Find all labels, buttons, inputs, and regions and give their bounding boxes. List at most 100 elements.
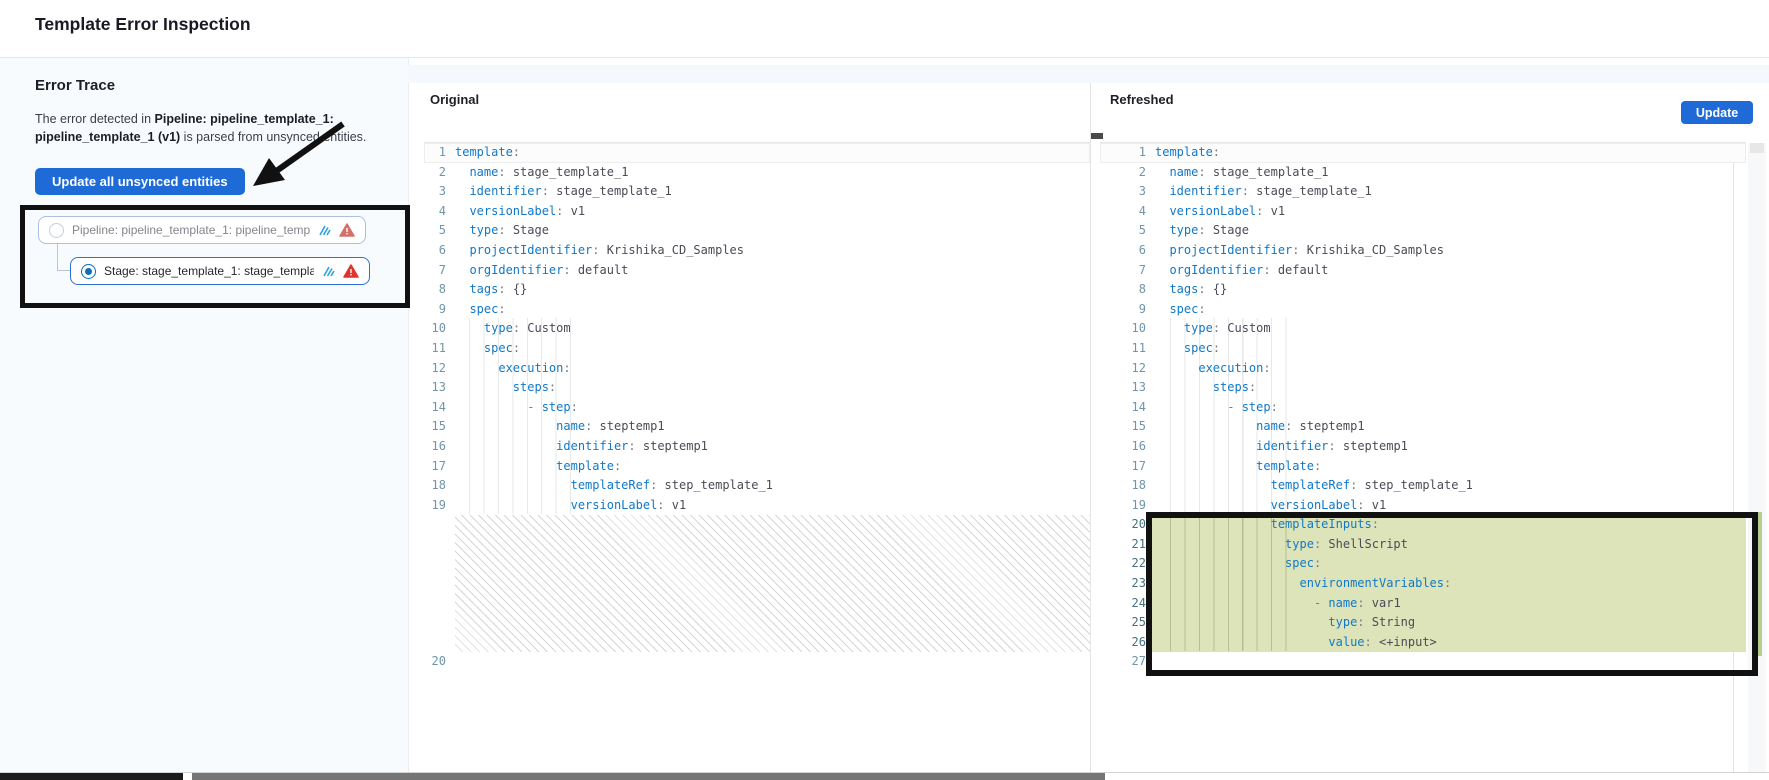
code-text: steps: bbox=[1212, 380, 1257, 395]
code-text bbox=[446, 652, 1090, 672]
code-line: 13 steps: bbox=[1100, 378, 1746, 398]
code-text: orgIdentifier: default bbox=[1169, 262, 1329, 277]
code-line: 19 versionLabel: v1 bbox=[424, 496, 1090, 516]
code-line: 1 template: bbox=[1100, 143, 1746, 163]
code-line: 9 spec: bbox=[1100, 300, 1746, 320]
code-text: name: steptemp1 bbox=[1256, 419, 1365, 434]
indent-guides bbox=[469, 318, 573, 514]
code-text: - step: bbox=[1227, 399, 1278, 414]
code-line: 16 identifier: steptemp1 bbox=[424, 437, 1090, 457]
code-text: name: steptemp1 bbox=[556, 419, 665, 434]
indent-guides bbox=[1170, 514, 1288, 651]
code-line: 15 name: steptemp1 bbox=[1100, 417, 1746, 437]
code-line: 2 name: stage_template_1 bbox=[424, 163, 1090, 183]
code-line: 16 identifier: steptemp1 bbox=[1100, 437, 1746, 457]
error-message: The error detected in Pipeline: pipeline… bbox=[35, 110, 383, 146]
code-text: name: stage_template_1 bbox=[469, 164, 629, 179]
code-text: type: String bbox=[1146, 613, 1746, 633]
line-number: 26 bbox=[1131, 634, 1146, 649]
tree-item-pipeline[interactable]: Pipeline: pipeline_template_1: pipeline_… bbox=[38, 216, 366, 244]
line-number: 14 bbox=[431, 399, 446, 414]
line-number: 12 bbox=[431, 360, 446, 375]
line-number: 3 bbox=[438, 184, 446, 199]
code-text: projectIdentifier: Krishika_CD_Samples bbox=[469, 242, 745, 257]
line-number: 20 bbox=[431, 654, 446, 669]
panel-divider bbox=[1090, 83, 1091, 773]
line-number: 3 bbox=[1138, 184, 1146, 199]
line-number: 16 bbox=[431, 438, 446, 453]
code-line: 10 type: Custom bbox=[1100, 319, 1746, 339]
line-number: 17 bbox=[1131, 458, 1146, 473]
code-line: 20 bbox=[424, 652, 1090, 672]
page-title: Template Error Inspection bbox=[35, 14, 251, 34]
line-number: 4 bbox=[438, 203, 446, 218]
code-line: 10 type: Custom bbox=[424, 319, 1090, 339]
code-text: steps: bbox=[512, 380, 557, 395]
horizontal-scrollbar[interactable] bbox=[192, 773, 1105, 780]
update-button[interactable]: Update bbox=[1681, 101, 1753, 124]
code-line: 12 execution: bbox=[1100, 359, 1746, 379]
code-line: 26 value: <+input> bbox=[1100, 632, 1746, 653]
code-line: 2 name: stage_template_1 bbox=[1100, 163, 1746, 183]
line-number: 11 bbox=[431, 340, 446, 355]
tree-item-label: Stage: stage_template_1: stage_templat..… bbox=[104, 264, 314, 278]
code-line: 6 projectIdentifier: Krishika_CD_Samples bbox=[1100, 241, 1746, 261]
line-number: 22 bbox=[1131, 556, 1146, 571]
refreshed-overview-ruler[interactable] bbox=[1748, 143, 1766, 772]
code-line: 5 type: Stage bbox=[1100, 221, 1746, 241]
line-number: 25 bbox=[1131, 615, 1146, 630]
code-line: 15 name: steptemp1 bbox=[424, 417, 1090, 437]
code-text: orgIdentifier: default bbox=[469, 262, 629, 277]
code-line: 17 template: bbox=[424, 457, 1090, 477]
original-code-editor[interactable]: 1 template: 2 name: stage_template_1 3 iden… bbox=[424, 142, 1090, 672]
line-number: 13 bbox=[431, 380, 446, 395]
error-message-suffix: is parsed from unsynced entities. bbox=[180, 130, 367, 144]
error-message-prefix: The error detected in bbox=[35, 112, 155, 126]
tree-connector bbox=[57, 270, 71, 271]
line-number: 14 bbox=[1131, 399, 1146, 414]
refreshed-editor-border bbox=[1733, 143, 1734, 772]
code-line: 21 type: ShellScript bbox=[1100, 534, 1746, 555]
line-number: 9 bbox=[438, 301, 446, 316]
tree-item-label: Pipeline: pipeline_template_1: pipeline_… bbox=[72, 223, 310, 237]
tree-item-stage[interactable]: Stage: stage_template_1: stage_templat..… bbox=[70, 257, 370, 285]
code-line: 23 environmentVariables: bbox=[1100, 574, 1746, 594]
header-divider bbox=[0, 57, 1769, 58]
code-line: 13 steps: bbox=[424, 378, 1090, 398]
code-line: 4 versionLabel: v1 bbox=[424, 202, 1090, 222]
code-line: 27 bbox=[1100, 652, 1746, 672]
code-text: templateRef: step_template_1 bbox=[1270, 478, 1473, 493]
code-text: template: bbox=[1256, 458, 1322, 473]
code-text: type: ShellScript bbox=[1146, 534, 1746, 555]
line-number: 15 bbox=[431, 419, 446, 434]
update-all-unsynced-entities-button[interactable]: Update all unsynced entities bbox=[35, 168, 245, 195]
code-text: versionLabel: v1 bbox=[1270, 497, 1387, 512]
warning-triangle-icon bbox=[343, 264, 359, 278]
code-line: 24 - name: var1 bbox=[1100, 593, 1746, 614]
radio-selected-icon[interactable] bbox=[81, 263, 96, 279]
code-text: execution: bbox=[1198, 360, 1271, 375]
line-number: 10 bbox=[431, 321, 446, 336]
code-text: tags: {} bbox=[1169, 282, 1228, 297]
line-number: 18 bbox=[431, 478, 446, 493]
line-number: 24 bbox=[1131, 595, 1146, 610]
code-line: 8 tags: {} bbox=[424, 280, 1090, 300]
line-number: 10 bbox=[1131, 321, 1146, 336]
code-line: 20 templateInputs: bbox=[1100, 515, 1746, 535]
code-text: spec: bbox=[1146, 554, 1746, 575]
error-trace-title: Error Trace bbox=[35, 77, 116, 94]
original-scrollbar-thumb[interactable] bbox=[1091, 133, 1103, 139]
code-line: 11 spec: bbox=[1100, 339, 1746, 359]
refreshed-scrollbar-thumb[interactable] bbox=[1750, 143, 1764, 153]
radio-unselected-icon[interactable] bbox=[49, 222, 64, 238]
horizontal-scrollbar-thumb[interactable] bbox=[0, 773, 183, 780]
code-text: versionLabel: v1 bbox=[469, 203, 586, 218]
line-number: 16 bbox=[1131, 438, 1146, 453]
code-line: 1 template: bbox=[424, 143, 1090, 163]
refreshed-code-editor[interactable]: 1 template: 2 name: stage_template_1 3 iden… bbox=[1100, 142, 1746, 672]
code-text: value: <+input> bbox=[1146, 632, 1746, 653]
code-text: environmentVariables: bbox=[1146, 574, 1746, 594]
line-number: 27 bbox=[1131, 654, 1146, 669]
code-line: 8 tags: {} bbox=[1100, 280, 1746, 300]
